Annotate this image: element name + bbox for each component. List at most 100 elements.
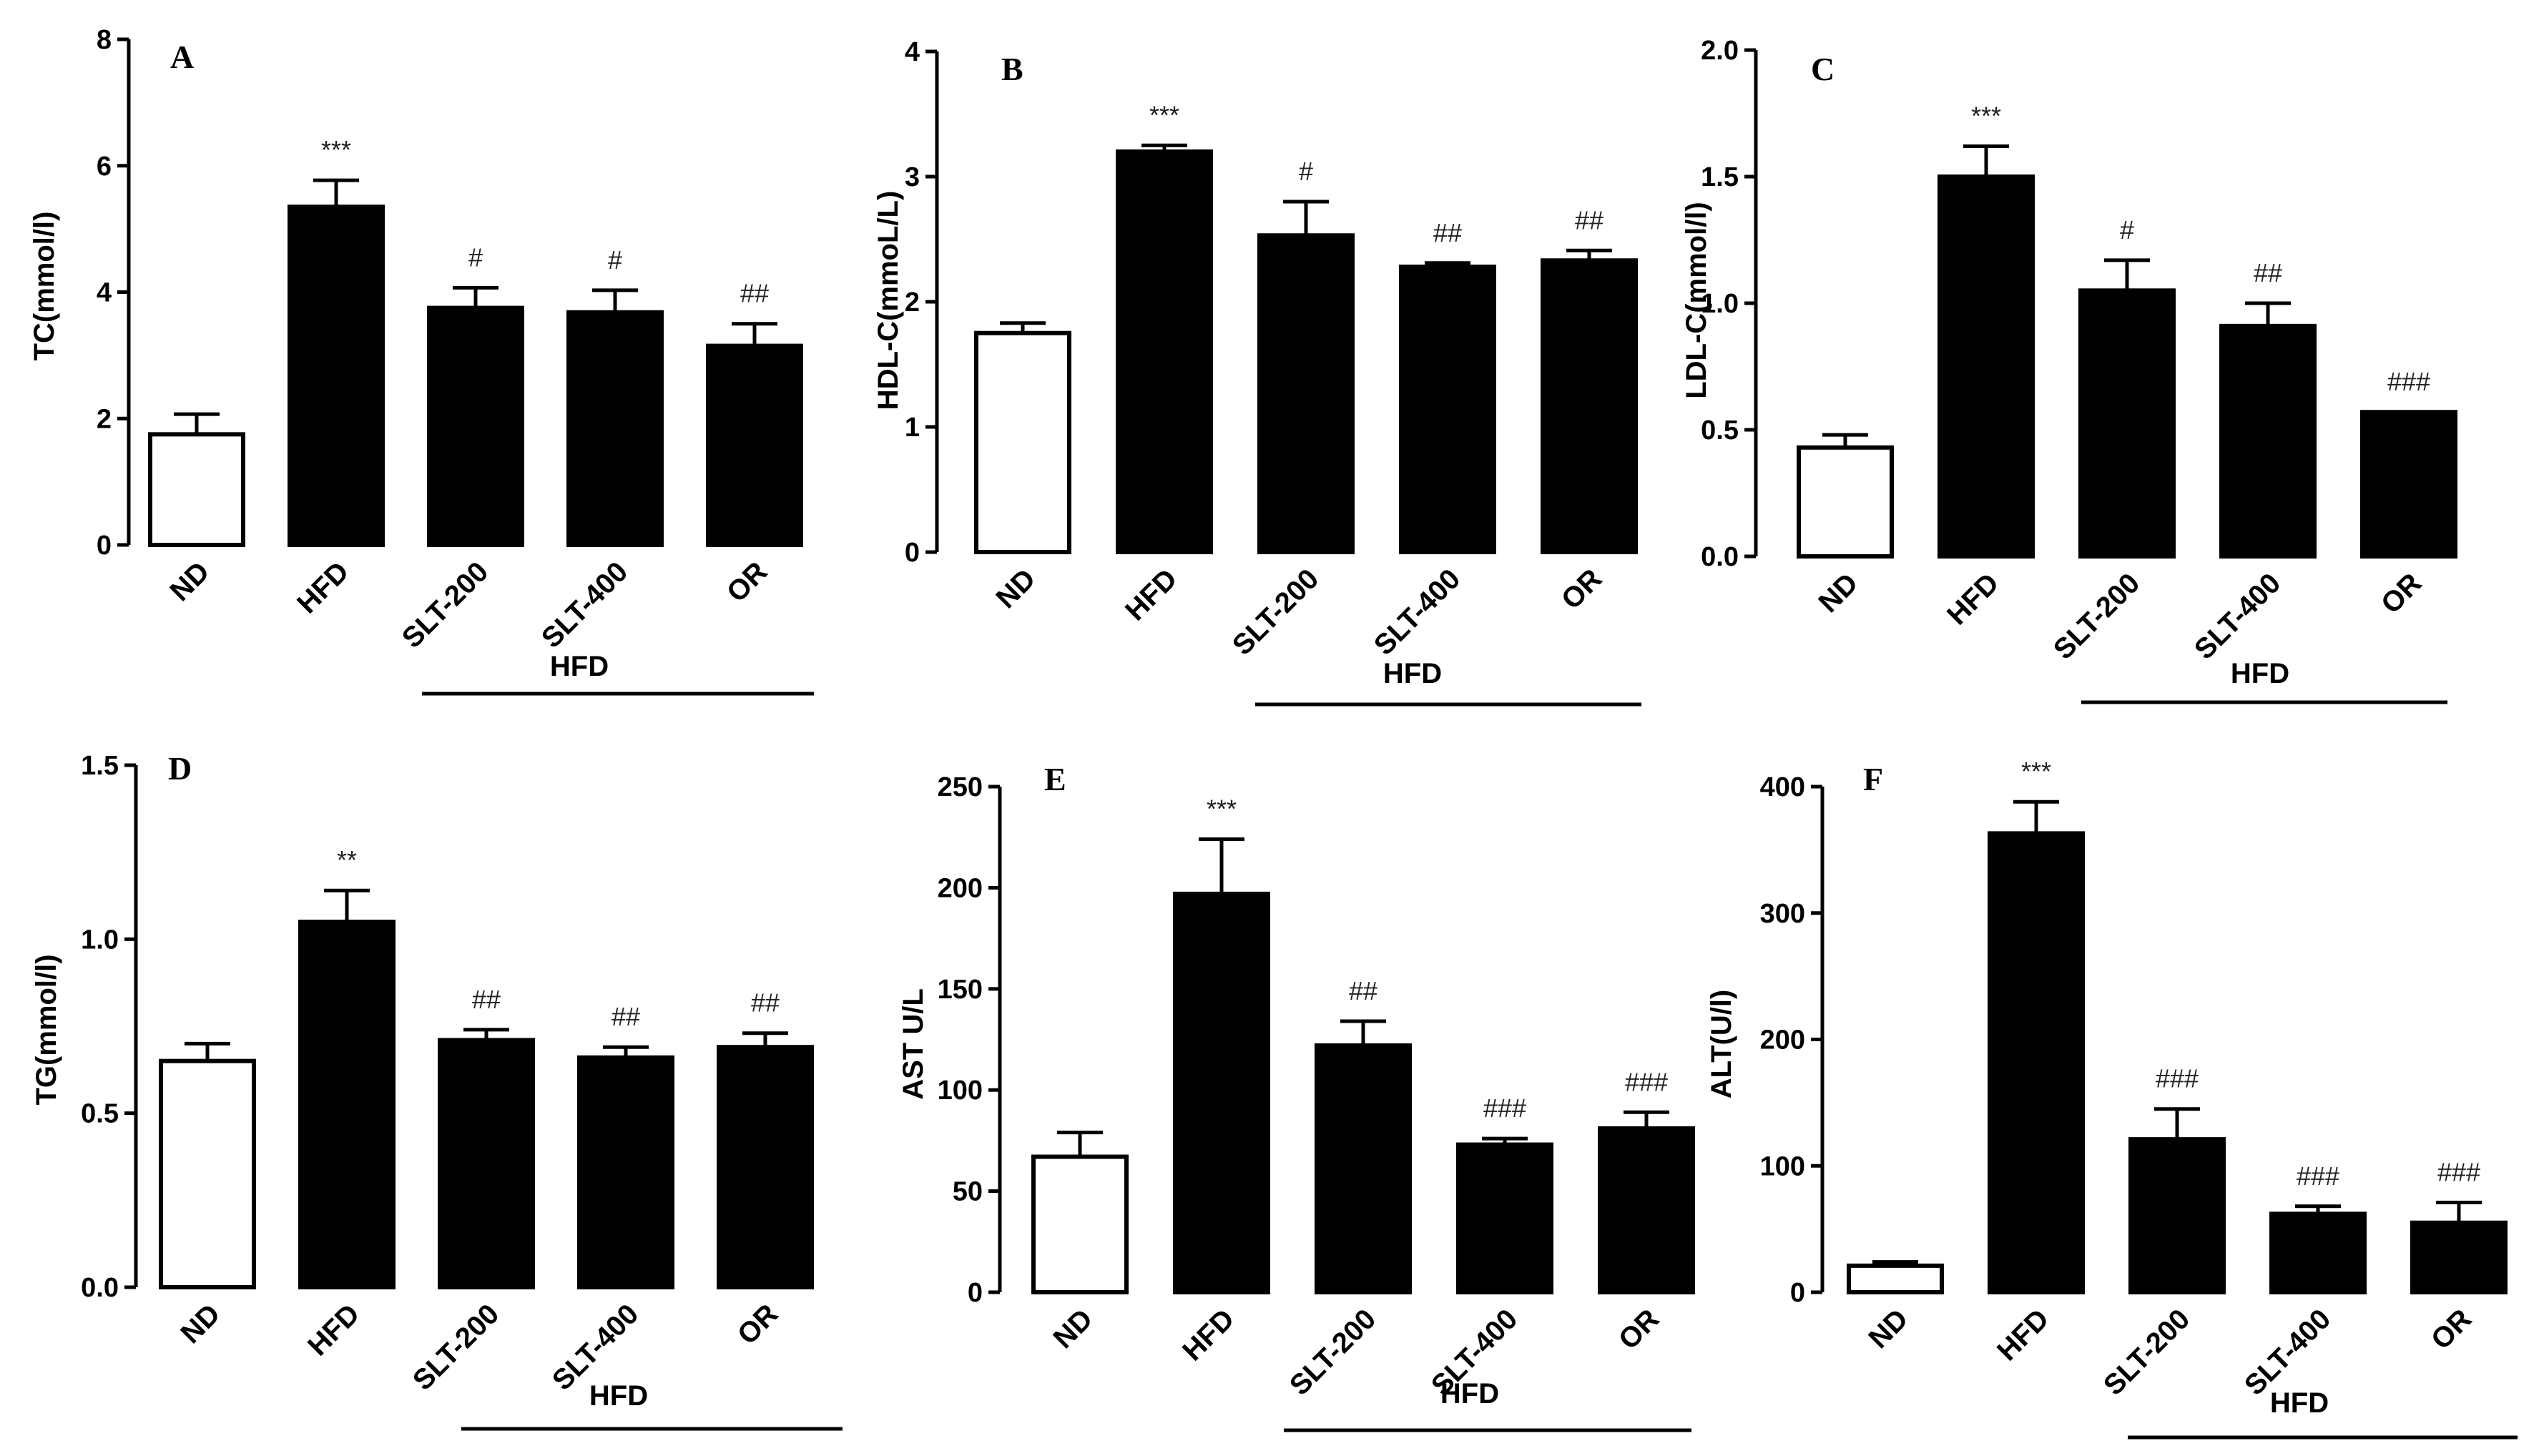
panel-letter: D	[168, 750, 192, 787]
error-bar	[732, 322, 777, 346]
category-label: OR	[732, 1298, 785, 1351]
category-label: ND	[175, 1298, 226, 1349]
significance-label: ##	[612, 1002, 640, 1031]
y-tick-label: 8	[97, 25, 112, 55]
category-label: OR	[2375, 567, 2428, 620]
panel-letter: A	[170, 39, 194, 75]
y-tick-label: 0.0	[1701, 542, 1739, 572]
bar-nd	[148, 432, 245, 547]
panel-c: 0.0 0.5 1.0 1.5 2.0 LDL-C(mmol/l) C ND *** HFD # SL…	[1681, 36, 2457, 704]
error-bar	[1057, 1131, 1103, 1157]
significance-label: ##	[1575, 205, 1603, 235]
error-bar	[2104, 258, 2150, 291]
bar-slt-400	[577, 1055, 674, 1290]
y-tick-label: 1	[905, 413, 920, 443]
group-label: HFD	[550, 651, 609, 682]
significance-label: ###	[2387, 367, 2430, 396]
error-bar	[1141, 143, 1187, 152]
category-label: SLT-400	[2189, 567, 2287, 665]
significance-label: ##	[751, 988, 780, 1018]
error-bar	[1963, 144, 2009, 177]
error-bar	[1340, 1019, 1386, 1046]
panel-letter: E	[1044, 761, 1066, 797]
group-label: HFD	[1383, 658, 1442, 689]
category-label: HFD	[291, 556, 355, 619]
y-tick-label: 50	[953, 1177, 983, 1207]
y-tick-label: 100	[938, 1076, 983, 1106]
y-tick-label: 0.0	[81, 1273, 119, 1303]
y-tick-label: 0	[968, 1278, 983, 1308]
y-tick-label: 200	[1760, 1025, 1805, 1056]
bar-hfd	[1988, 831, 2085, 1294]
y-tick-label: 200	[938, 873, 983, 903]
panel-letter: C	[1811, 51, 1835, 87]
y-axis-label: TC(mmol/l)	[29, 212, 60, 361]
bar-slt-400	[1456, 1142, 1553, 1295]
y-tick-label: 1.5	[1701, 162, 1739, 192]
error-bar	[2436, 1201, 2482, 1223]
y-axis-label: ALT(U/l)	[1706, 990, 1737, 1099]
error-bar	[742, 1031, 788, 1048]
bar-slt-200	[2078, 288, 2176, 559]
category-label: OR	[2425, 1303, 2478, 1356]
y-axis-label: AST U/L	[898, 988, 929, 1100]
y-tick-label: 1.0	[81, 925, 119, 955]
y-tick-label: 4	[97, 278, 112, 308]
category-label: HFD	[1177, 1303, 1240, 1367]
category-label: HFD	[302, 1298, 365, 1362]
significance-label: ##	[1433, 218, 1462, 247]
significance-label: ###	[2297, 1161, 2339, 1191]
y-tick-label: 100	[1760, 1151, 1805, 1181]
panel-letter: F	[1863, 761, 1883, 797]
category-label: ND	[990, 563, 1041, 614]
error-bar	[1872, 1260, 1918, 1266]
error-bar	[1482, 1136, 1528, 1145]
significance-label: ###	[1625, 1067, 1668, 1096]
error-bar	[1566, 248, 1612, 261]
error-bar	[1283, 200, 1329, 236]
category-label: SLT-200	[2048, 567, 2146, 665]
error-bar	[1624, 1110, 1669, 1128]
bar-slt-200	[2128, 1137, 2226, 1294]
y-tick-label: 0	[905, 538, 920, 568]
bar-slt-200	[1257, 233, 1355, 554]
category-label: HFD	[1941, 567, 2005, 631]
significance-label: ###	[2437, 1158, 2480, 1187]
significance-label: #	[2120, 215, 2134, 245]
bar-hfd	[1173, 891, 1270, 1295]
y-tick-label: 0	[1790, 1278, 1805, 1308]
error-bar	[313, 178, 359, 207]
group-label: HFD	[2270, 1387, 2329, 1419]
significance-label: ***	[1149, 100, 1179, 129]
panel-b: 0 1 2 3 4 HDL-C(mmoL/L) B ND *** HFD # SLT-200 ## SLT…	[873, 37, 1641, 707]
category-label: SLT-200	[396, 556, 494, 654]
bar-or	[1541, 258, 1638, 554]
category-label: OR	[721, 556, 774, 609]
bar-slt-200	[427, 305, 524, 547]
category-label: SLT-400	[536, 556, 634, 654]
significance-label: ##	[1349, 976, 1377, 1005]
category-label: OR	[1613, 1303, 1666, 1356]
bar-or	[706, 343, 803, 547]
group-label: HFD	[1440, 1378, 1499, 1410]
bar-or	[2360, 410, 2457, 559]
y-tick-label: 2	[905, 287, 920, 318]
error-bar	[592, 288, 638, 313]
significance-label: ###	[2156, 1064, 2199, 1093]
y-tick-label: 0.5	[81, 1099, 119, 1129]
category-label: SLT-200	[1227, 563, 1325, 661]
y-tick-label: 6	[97, 152, 112, 182]
bar-slt-200	[1315, 1043, 1412, 1294]
significance-label: #	[468, 242, 483, 272]
category-label: OR	[1556, 563, 1609, 616]
y-tick-label: 300	[1760, 899, 1805, 929]
error-bar	[185, 1041, 230, 1061]
significance-label: #	[608, 245, 622, 275]
y-tick-label: 2	[97, 404, 112, 434]
category-label: HFD	[1991, 1303, 2055, 1367]
bar-nd	[1031, 1154, 1129, 1295]
category-label: SLT-200	[2098, 1303, 2196, 1401]
significance-label: **	[337, 845, 357, 875]
significance-label: ***	[1207, 795, 1237, 824]
panel-e: 0 50 100 150 200 250 AST U/L E ND *** HFD ## SLT-200…	[898, 761, 1695, 1432]
